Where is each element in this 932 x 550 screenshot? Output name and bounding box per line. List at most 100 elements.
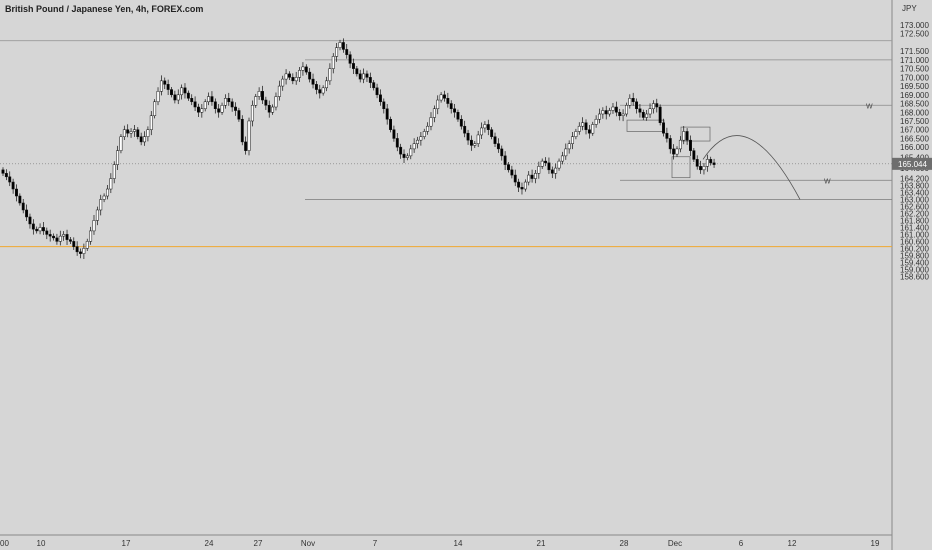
candle-body <box>604 110 608 115</box>
y-tick-label: 172.500 <box>900 30 929 39</box>
candle-body <box>358 73 362 80</box>
candle-body <box>426 125 430 132</box>
y-tick-label: 168.500 <box>900 100 929 109</box>
x-tick-label: Nov <box>301 539 315 548</box>
candle-body <box>402 153 406 158</box>
candle-body <box>554 167 558 174</box>
candle-body <box>223 98 227 106</box>
current-price-label: 165.044 <box>898 160 927 169</box>
candle-body <box>362 73 366 80</box>
candle-body <box>550 169 554 174</box>
candle-body <box>709 159 713 164</box>
candle-body <box>314 84 318 90</box>
annotation-label: W <box>824 178 831 185</box>
candle-body <box>170 89 173 96</box>
candle-body <box>614 106 618 113</box>
candle-body <box>250 105 254 122</box>
y-tick-label: 173.000 <box>900 21 929 30</box>
candle-body <box>503 155 507 165</box>
candle-body <box>95 209 99 221</box>
candle-body <box>271 106 275 113</box>
candle-body <box>85 241 89 249</box>
candle-body <box>587 129 591 134</box>
zone-box <box>680 126 711 142</box>
candle-body <box>301 66 305 71</box>
candle-body <box>571 136 574 144</box>
candle-body <box>18 195 22 204</box>
candle-body <box>658 106 662 123</box>
y-tick-label: 168.000 <box>900 108 929 117</box>
x-tick-label: 14 <box>454 539 463 548</box>
candle-body <box>675 148 679 155</box>
candle-body <box>655 103 659 108</box>
candle-body <box>378 94 382 103</box>
candle-body <box>665 132 669 139</box>
candle-body <box>257 91 261 97</box>
candle-body <box>335 47 339 57</box>
candle-body <box>68 239 72 242</box>
y-tick-label: 170.500 <box>900 65 929 74</box>
candle-body <box>183 87 187 94</box>
candle-body <box>15 188 18 197</box>
candle-body <box>284 73 288 80</box>
candle-body <box>544 160 548 164</box>
candle-body <box>439 94 443 101</box>
y-tick-label: 159.400 <box>900 258 929 267</box>
candle-body <box>409 148 413 157</box>
candle-body <box>163 80 167 85</box>
candle-body <box>291 77 295 82</box>
candle-body <box>99 199 103 211</box>
candle-body <box>567 143 571 150</box>
candle-body <box>240 118 244 143</box>
candle-body <box>48 234 52 237</box>
x-tick-label: 10 <box>37 539 46 548</box>
candle-body <box>311 78 315 85</box>
candle-body <box>493 136 497 144</box>
current-price-tag <box>892 157 932 170</box>
candle-body <box>443 94 446 99</box>
x-tick-label: 7 <box>373 539 378 548</box>
candle-body <box>621 113 625 116</box>
candle-body <box>625 105 628 115</box>
candle-body <box>75 246 79 253</box>
candle-body <box>126 129 130 134</box>
y-tick-label: 161.000 <box>900 230 929 239</box>
x-tick-label: 6 <box>739 539 744 548</box>
candle-body <box>28 216 32 225</box>
y-tick-label: 169.500 <box>900 82 929 91</box>
candle-body <box>557 160 561 169</box>
candle-body <box>598 113 601 120</box>
candle-body <box>365 73 369 78</box>
candle-body <box>102 195 106 200</box>
annotation-label: W <box>866 103 873 110</box>
candle-body <box>220 105 224 113</box>
candle-body <box>635 101 639 110</box>
y-tick-label: 162.600 <box>900 202 929 211</box>
candle-body <box>645 113 649 118</box>
candle-body <box>560 155 564 162</box>
candle-body <box>449 103 453 110</box>
candle-body <box>149 115 153 130</box>
candle-body <box>685 131 689 141</box>
candle-body <box>486 124 490 130</box>
candle-body <box>281 78 285 87</box>
candle-body <box>648 108 652 115</box>
candle-body <box>52 235 55 239</box>
y-tick-label: 166.000 <box>900 143 929 152</box>
candle-body <box>416 139 419 144</box>
candle-body <box>21 202 25 211</box>
candle-body <box>517 181 521 188</box>
y-tick-label: 159.000 <box>900 265 929 274</box>
zone-box <box>671 156 691 179</box>
candle-body <box>237 110 241 120</box>
candle-body <box>695 159 699 167</box>
candle-body <box>267 105 271 113</box>
candle-body <box>591 124 595 134</box>
candle-body <box>11 181 15 190</box>
candle-body <box>705 159 709 167</box>
x-tick-label: 12 <box>788 539 797 548</box>
candle-body <box>668 138 672 150</box>
y-tick-label: 162.200 <box>900 209 929 218</box>
